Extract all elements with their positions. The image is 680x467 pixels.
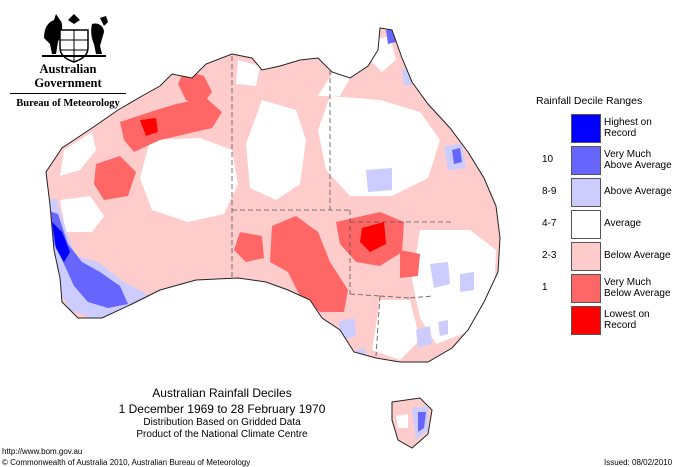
legend-range: 10 [542,154,554,165]
legend-label: Average [604,218,642,229]
state-borders [231,56,452,357]
legend-range: 1 [542,282,548,293]
legend-range: 4-7 [542,218,557,229]
legend-swatch [571,242,601,271]
legend-swatch [571,306,601,335]
legend-range: 2-3 [542,250,557,261]
bureau-name: Bureau of Meteorology [16,98,120,109]
government-title: Australian Government [34,62,102,90]
footer-copyright: © Commonwealth of Australia 2010, Austra… [2,458,251,467]
footer-issued: Issued: 08/02/2010 [604,458,673,467]
legend-label: Above Average [604,186,672,197]
caption-method: Distribution Based on Gridded Data [143,417,301,428]
legend-label: Below Average [604,250,671,261]
legend-swatch [571,114,601,143]
legend-label: Very Much Below Average [604,277,671,299]
footer-url: http://www.bom.gov.au [2,447,83,456]
legend-title: Rainfall Decile Ranges [536,95,643,107]
legend-label: Highest on Record [604,117,652,139]
map-caption: Australian Rainfall Deciles 1 December 1… [112,386,332,441]
brand-divider [10,93,126,94]
legend-label: Very Much Above Average [604,149,672,171]
government-branding: Australian Government Bureau of Meteorol… [6,62,130,110]
legend-swatch [571,178,601,207]
legend-label: Lowest on Record [604,309,650,331]
coat-of-arms-logo [42,14,108,63]
legend-swatch [571,146,601,175]
tasmania [391,397,433,449]
legend-swatch [571,210,601,239]
caption-title: Australian Rainfall Deciles [152,386,292,400]
legend-range: 8-9 [542,186,557,197]
legend-swatch [571,274,601,303]
caption-period: 1 December 1969 to 28 February 1970 [118,402,326,416]
caption-product: Product of the National Climate Centre [136,429,308,440]
australia-mainland [45,27,501,363]
